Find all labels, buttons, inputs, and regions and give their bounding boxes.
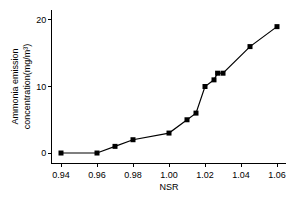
svg-text:10: 10 <box>36 82 46 92</box>
svg-text:0.98: 0.98 <box>124 170 142 180</box>
svg-text:20: 20 <box>36 15 46 25</box>
svg-text:1.00: 1.00 <box>160 170 178 180</box>
svg-text:1.06: 1.06 <box>268 170 286 180</box>
svg-text:NSR: NSR <box>159 182 179 192</box>
svg-text:1.02: 1.02 <box>196 170 214 180</box>
svg-text:1.04: 1.04 <box>232 170 250 180</box>
svg-text:0.96: 0.96 <box>88 170 106 180</box>
svg-text:0.94: 0.94 <box>52 170 70 180</box>
svg-text:0: 0 <box>41 148 46 158</box>
svg-text:Ammonia emissionconcentration(: Ammonia emissionconcentration(mg/m³) <box>10 44 32 130</box>
